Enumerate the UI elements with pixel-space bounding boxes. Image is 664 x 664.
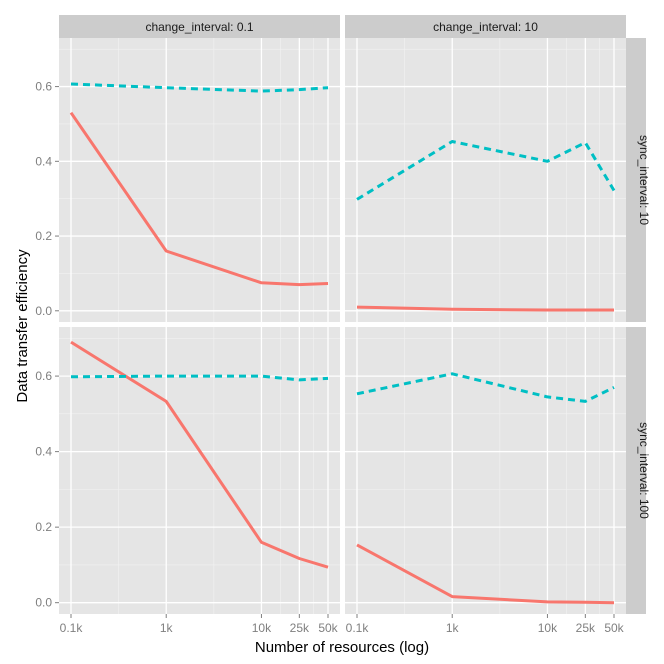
series-line-solid	[70, 340, 329, 569]
x-tick-label: 50k	[318, 621, 338, 635]
y-tick-label: 0.0	[35, 596, 52, 610]
y-tick-label: 0.0	[35, 304, 52, 318]
x-tick-label: 1k	[160, 621, 174, 635]
series-line-dashed	[356, 140, 616, 201]
x-tick-label: 50k	[604, 621, 624, 635]
panel-background	[345, 38, 626, 322]
x-tick-label: 10k	[538, 621, 558, 635]
y-tick-label: 0.2	[35, 229, 52, 243]
y-tick-label: 0.2	[35, 520, 52, 534]
y-tick-label: 0.4	[35, 154, 52, 168]
series-line-solid	[356, 543, 615, 605]
column-strip	[59, 15, 340, 38]
panel-background	[59, 38, 340, 322]
row-strip	[626, 327, 646, 614]
column-strip-label: change_interval: 10	[433, 20, 538, 34]
x-tick-label: 10k	[252, 621, 272, 635]
y-tick-label: 0.4	[35, 445, 52, 459]
series-line-dashed	[70, 374, 329, 382]
x-axis-title: Number of resources (log)	[255, 639, 429, 656]
row-strip-label: sync_interval: 100	[637, 422, 651, 519]
x-tick-label: 0.1k	[346, 621, 370, 635]
x-tick-label: 0.1k	[60, 621, 84, 635]
column-strip-label: change_interval: 0.1	[145, 20, 253, 34]
y-axis-title: Data transfer efficiency	[14, 249, 31, 403]
series-line-solid	[356, 305, 614, 312]
series-line-dashed	[70, 82, 329, 93]
y-tick-label: 0.6	[35, 80, 52, 94]
y-tick-label: 0.6	[35, 369, 52, 383]
row-strip	[626, 38, 646, 322]
column-strip	[345, 15, 626, 38]
panel-background	[59, 327, 340, 614]
series-line-solid	[69, 111, 329, 287]
series-line-dashed	[356, 372, 615, 403]
x-tick-label: 25k	[576, 621, 596, 635]
x-tick-label: 1k	[446, 621, 460, 635]
x-tick-label: 25k	[290, 621, 310, 635]
row-strip-label: sync_interval: 10	[637, 135, 651, 225]
panel-background	[345, 327, 626, 614]
